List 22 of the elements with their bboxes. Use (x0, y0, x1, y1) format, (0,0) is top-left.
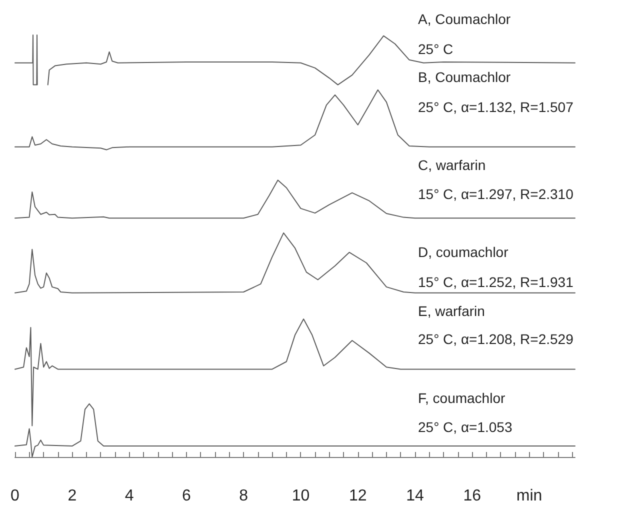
x-tick-label: 0 (10, 488, 20, 504)
annotation: 25° C, α=1.208, R=2.529 (418, 331, 574, 347)
annotation: B, Coumachlor (418, 69, 511, 85)
x-tick-label: min (516, 488, 542, 504)
x-tick-label: 10 (292, 488, 310, 504)
annotation: F, coumachlor (418, 390, 506, 406)
annotation: E, warfarin (418, 303, 485, 319)
annotation: C, warfarin (418, 157, 486, 173)
annotation: 25° C, α=1.132, R=1.507 (418, 99, 574, 115)
x-tick-label: 4 (124, 488, 134, 504)
annotation: D, coumachlor (418, 244, 509, 260)
annotation: 25° C (418, 41, 454, 57)
annotation: 15° C, α=1.297, R=2.310 (418, 186, 574, 202)
text: A, Coumachlor (418, 11, 511, 27)
x-tick-label: 8 (239, 488, 248, 504)
annotation: 25° C, α=1.053 (418, 419, 512, 435)
x-tick-label: 2 (68, 488, 77, 504)
x-tick-label: 6 (182, 488, 191, 504)
x-tick-label: 16 (463, 488, 482, 504)
annotation: 15° C, α=1.252, R=1.931 (418, 274, 574, 290)
x-tick-label: 14 (406, 488, 424, 504)
x-tick-label: 12 (348, 488, 367, 504)
